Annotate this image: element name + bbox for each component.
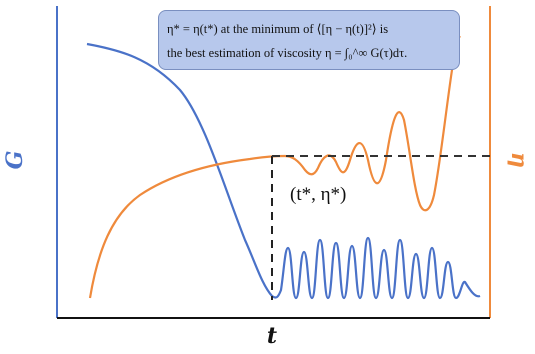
annotation-line-1: η* = η(t*) at the minimum of ⟨[η − η(t)]… xyxy=(167,22,389,36)
eta-curve xyxy=(88,35,461,299)
annotation-line-2: the best estimation of viscosity η = ∫₀^… xyxy=(167,46,408,60)
right-axis-label: η xyxy=(506,152,532,168)
point-label: (t*, η*) xyxy=(290,184,347,205)
annotation-box: η* = η(t*) at the minimum of ⟨[η − η(t)]… xyxy=(158,10,460,70)
g-curve xyxy=(86,42,481,300)
x-axis-label: t xyxy=(267,323,277,349)
left-axis-label: G xyxy=(2,151,28,170)
